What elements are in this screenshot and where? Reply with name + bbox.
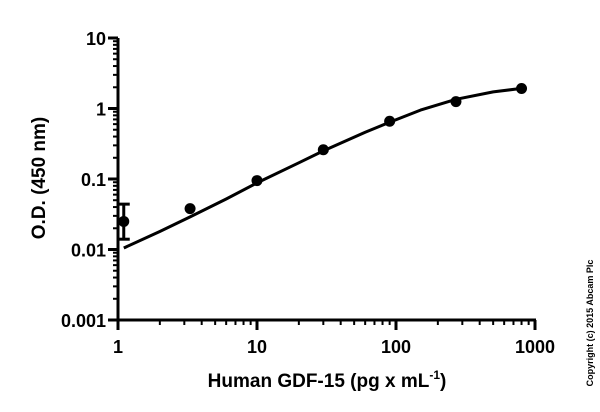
data-point [317,144,329,156]
x-tick-label: 10 [247,337,267,357]
data-point [118,215,130,227]
y-tick-label: 1 [96,100,106,120]
y-axis-title: O.D. (450 nm) [29,117,50,239]
data-point [251,175,263,187]
y-tick-label: 10 [86,29,106,49]
x-tick-label: 100 [381,337,411,357]
x-axis-title-superscript: -1 [429,368,440,382]
x-tick-label: 1000 [515,337,555,357]
data-point [450,96,462,108]
data-point [516,83,528,95]
data-points [117,83,528,241]
x-axis-title-suffix: ) [440,371,446,392]
y-tick-label: 0.1 [81,170,106,190]
y-tick-label: 0.01 [71,241,106,261]
x-tick-label: 1 [113,337,123,357]
x-axis-title-main: Human GDF-15 (pg x mL [208,371,430,392]
copyright-notice: Copyright (c) 2015 Abcam Plc [585,260,595,387]
fit-curve [123,86,522,250]
data-point [384,115,396,127]
fit-line [123,86,522,250]
x-axis-title: Human GDF-15 (pg x mL-1) [208,368,447,392]
y-tick-label: 0.001 [61,311,106,331]
data-point [184,203,196,215]
axes: 0.001 0.01 0.1 1 10 1 10 100 1000 [61,29,555,357]
